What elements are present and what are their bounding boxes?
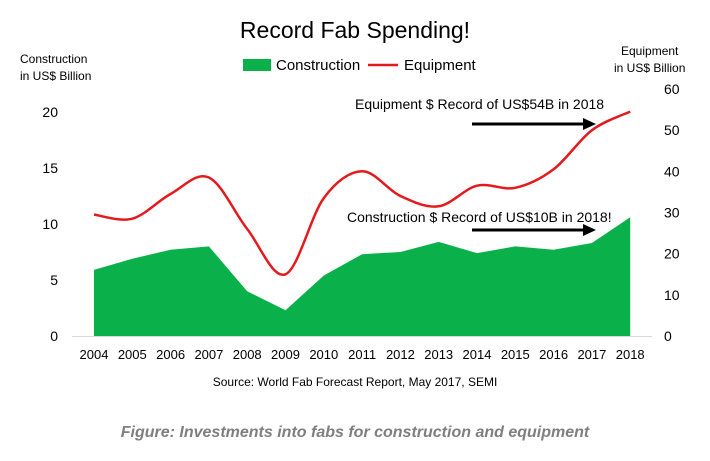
x-tick-label: 2004 xyxy=(80,347,109,362)
legend-label-construction: Construction xyxy=(276,57,360,74)
figure-caption: Figure: Investments into fabs for constr… xyxy=(120,424,590,441)
x-tick-label: 2010 xyxy=(309,347,338,362)
x-tick-label: 2005 xyxy=(118,347,147,362)
x-axis-ticks: 2004 2005 2006 2007 2008 2009 2010 2011 2012 2013… xyxy=(80,347,645,362)
legend-swatch-construction xyxy=(243,59,271,71)
right-axis-ticks: 0 10 20 30 40 50 60 xyxy=(664,81,680,344)
left-axis-title-line2: in US$ Billion xyxy=(20,69,91,83)
x-tick-label: 2013 xyxy=(424,347,453,362)
x-tick-label: 2016 xyxy=(539,347,568,362)
left-tick-label: 5 xyxy=(50,272,58,288)
x-tick-label: 2006 xyxy=(156,347,185,362)
equipment-line xyxy=(93,110,631,276)
equipment-record-annotation: Equipment $ Record of US$54B in 2018 xyxy=(355,96,604,112)
x-tick-label: 2009 xyxy=(271,347,300,362)
left-tick-label: 10 xyxy=(42,216,58,232)
right-tick-label: 0 xyxy=(664,328,672,344)
equipment-arrow xyxy=(472,118,596,130)
chart-title: Record Fab Spending! xyxy=(240,17,470,43)
legend-label-equipment: Equipment xyxy=(404,57,477,74)
right-axis-title-line2: in US$ Billion xyxy=(614,61,685,75)
source-note: Source: World Fab Forecast Report, May 2… xyxy=(213,375,498,389)
left-tick-label: 20 xyxy=(42,104,58,120)
plot-area xyxy=(72,110,652,337)
x-tick-label: 2012 xyxy=(386,347,415,362)
right-tick-label: 30 xyxy=(664,205,680,221)
x-tick-label: 2008 xyxy=(233,347,262,362)
x-tick-label: 2017 xyxy=(577,347,606,362)
construction-area xyxy=(94,217,631,336)
right-tick-label: 50 xyxy=(664,122,680,138)
legend: Construction Equipment xyxy=(243,57,477,74)
x-tick-label: 2011 xyxy=(348,347,376,362)
construction-arrow xyxy=(472,224,596,236)
left-axis-title-line1: Construction xyxy=(20,52,87,66)
left-tick-label: 15 xyxy=(42,160,58,176)
left-tick-label: 0 xyxy=(50,328,58,344)
left-axis-ticks: 0 5 10 15 20 xyxy=(42,104,58,344)
construction-record-annotation: Construction $ Record of US$10B in 2018! xyxy=(347,209,612,225)
right-tick-label: 40 xyxy=(664,163,680,179)
x-tick-label: 2007 xyxy=(194,347,223,362)
x-tick-label: 2015 xyxy=(501,347,530,362)
x-tick-label: 2018 xyxy=(616,347,645,362)
chart: Record Fab Spending! Construction Equipm… xyxy=(20,17,685,389)
right-axis-title-line1: Equipment xyxy=(621,44,679,58)
right-tick-label: 20 xyxy=(664,246,680,262)
right-tick-label: 10 xyxy=(664,287,680,303)
right-tick-label: 60 xyxy=(664,81,680,97)
x-tick-label: 2014 xyxy=(463,347,492,362)
